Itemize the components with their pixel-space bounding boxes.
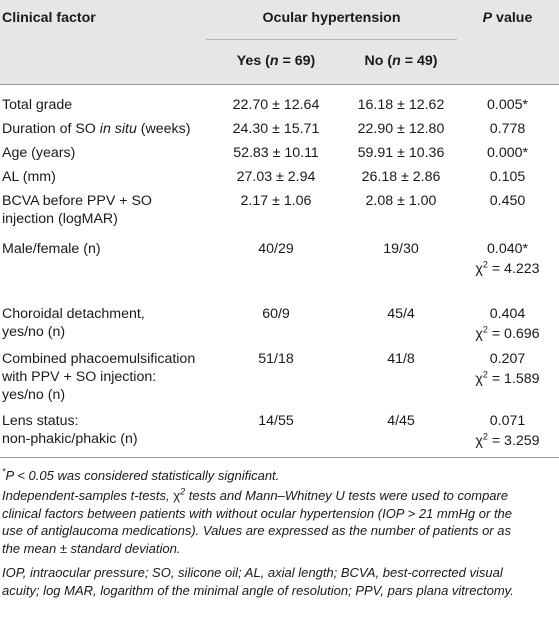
row-no: 2.08 ± 1.00 [365, 193, 437, 209]
header-yes-label: Yes ( [236, 53, 270, 69]
header-bottom-rule [0, 84, 559, 85]
row-p: 0.404 [489, 306, 526, 322]
row-yes: 52.83 ± 10.11 [233, 145, 319, 161]
row-yes: 51/18 [258, 351, 294, 367]
methods-sup: 2 [180, 486, 186, 497]
row-factor-line1: Lens status: [2, 413, 79, 429]
row-p: 0.071 [489, 413, 526, 429]
header-no-label: No ( [364, 53, 393, 69]
header-ocular-hypertension: Ocular hypertension [262, 10, 401, 26]
header-yes-count: = 69) [278, 53, 316, 69]
header-no-count: = 49) [400, 53, 438, 69]
chi-value: = 4.223 [487, 261, 540, 277]
row-yes: 2.17 ± 1.06 [240, 193, 312, 209]
header-no-n: n [392, 53, 401, 69]
chi-symbol: χ [475, 326, 483, 342]
header-p-rest: value [492, 10, 533, 26]
row-no: 41/8 [387, 351, 415, 367]
row-yes: 27.03 ± 2.94 [236, 169, 316, 185]
row-yes: 40/29 [258, 241, 294, 257]
chi-value: = 3.259 [487, 433, 540, 449]
footnote-significance: *P < 0.05 was considered statistically s… [2, 467, 558, 485]
footnote-methods-line4: the mean ± standard deviation. [2, 540, 181, 556]
row-factor: Total grade [2, 97, 73, 113]
row-factor-line1: BCVA before PPV + SO [2, 193, 152, 209]
methods-text-a: Independent-samples t-tests, [2, 488, 174, 503]
chi-superscript: 2 [482, 324, 488, 335]
row-factor-line3: yes/no (n) [2, 387, 66, 403]
row-no: 59.91 ± 10.36 [357, 145, 445, 161]
row-factor-line2: with PPV + SO injection: [2, 369, 157, 385]
row-p: 0.450 [489, 193, 526, 209]
footnote-abbr-line1: IOP, intraocular pressure; SO, silicone … [2, 565, 503, 580]
row-factor-line2: non-phakic/phakic (n) [2, 431, 138, 447]
row-factor: Age (years) [2, 145, 76, 161]
row-chi-square: χ2 = 4.223 [456, 260, 559, 278]
chi-superscript: 2 [482, 259, 488, 270]
row-factor: Duration of SO in situ (weeks) [2, 120, 190, 138]
table-header-band [0, 0, 559, 84]
row-p: 0.105 [489, 169, 526, 185]
row-no: 26.18 ± 2.86 [361, 169, 441, 185]
footnote-star: * [2, 466, 6, 477]
row-no: 19/30 [383, 241, 419, 257]
footnote-sig-text: < 0.05 was considered statistically sign… [13, 468, 280, 483]
footnote-abbreviations: IOP, intraocular pressure; SO, silicone … [2, 564, 558, 599]
row-factor-a: Duration of SO [2, 121, 100, 137]
chi-value: = 0.696 [487, 326, 540, 342]
row-yes: 24.30 ± 15.71 [232, 121, 320, 137]
chi-symbol: χ [475, 261, 483, 277]
methods-text-b: tests and Mann–Whitney U tests were used… [185, 488, 509, 503]
row-p: 0.005* [486, 97, 529, 113]
row-factor-line1: Combined phacoemulsification [2, 351, 196, 367]
chi-superscript: 2 [482, 431, 488, 442]
header-clinical-factor: Clinical factor [2, 10, 96, 26]
row-yes: 22.70 ± 12.64 [232, 97, 320, 113]
table-bottom-rule [0, 457, 559, 458]
row-yes: 60/9 [262, 306, 290, 322]
row-p: 0.040* [486, 241, 529, 257]
row-factor-italic: in situ [99, 121, 137, 137]
row-no: 22.90 ± 12.80 [357, 121, 445, 137]
row-p: 0.778 [489, 121, 526, 137]
row-factor-line2: injection (logMAR) [2, 211, 118, 227]
footnote-p-letter: P [5, 468, 14, 483]
header-p-letter: P [482, 10, 493, 26]
row-chi-square: χ2 = 1.589 [456, 370, 559, 388]
footnote-methods-line2: clinical factors between patients with w… [2, 505, 513, 521]
header-p-value: P value [456, 9, 559, 27]
row-p: 0.000* [486, 145, 529, 161]
row-factor-b: (weeks) [136, 121, 191, 137]
header-group-rule [206, 39, 457, 40]
row-p: 0.207 [489, 351, 526, 367]
header-no: No (n = 49) [345, 52, 457, 70]
row-yes: 14/55 [258, 413, 294, 429]
row-chi-square: χ2 = 0.696 [456, 325, 559, 343]
row-no: 4/45 [387, 413, 415, 429]
chi-superscript: 2 [482, 369, 488, 380]
row-chi-square: χ2 = 3.259 [456, 432, 559, 450]
chi-symbol: χ [475, 433, 483, 449]
footnote-abbr-line2: acuity; log MAR, logarithm of the minima… [2, 582, 514, 598]
header-yes-n: n [269, 53, 279, 69]
row-no: 45/4 [387, 306, 415, 322]
chi-symbol: χ [475, 371, 483, 387]
footnote-methods-line3: use of antiglaucoma medications). Values… [2, 523, 511, 539]
footnote-methods: Independent-samples t-tests, χ2 tests an… [2, 487, 558, 557]
row-no: 16.18 ± 12.62 [357, 97, 445, 113]
methods-chi: χ [173, 488, 181, 503]
footnote-methods-line1: Independent-samples t-tests, χ2 tests an… [2, 487, 558, 505]
row-factor-line2: yes/no (n) [2, 324, 66, 340]
row-factor: Male/female (n) [2, 241, 101, 257]
row-factor: AL (mm) [2, 169, 56, 185]
header-yes: Yes (n = 69) [206, 52, 346, 70]
row-factor-line1: Choroidal detachment, [2, 306, 145, 322]
chi-value: = 1.589 [487, 371, 540, 387]
